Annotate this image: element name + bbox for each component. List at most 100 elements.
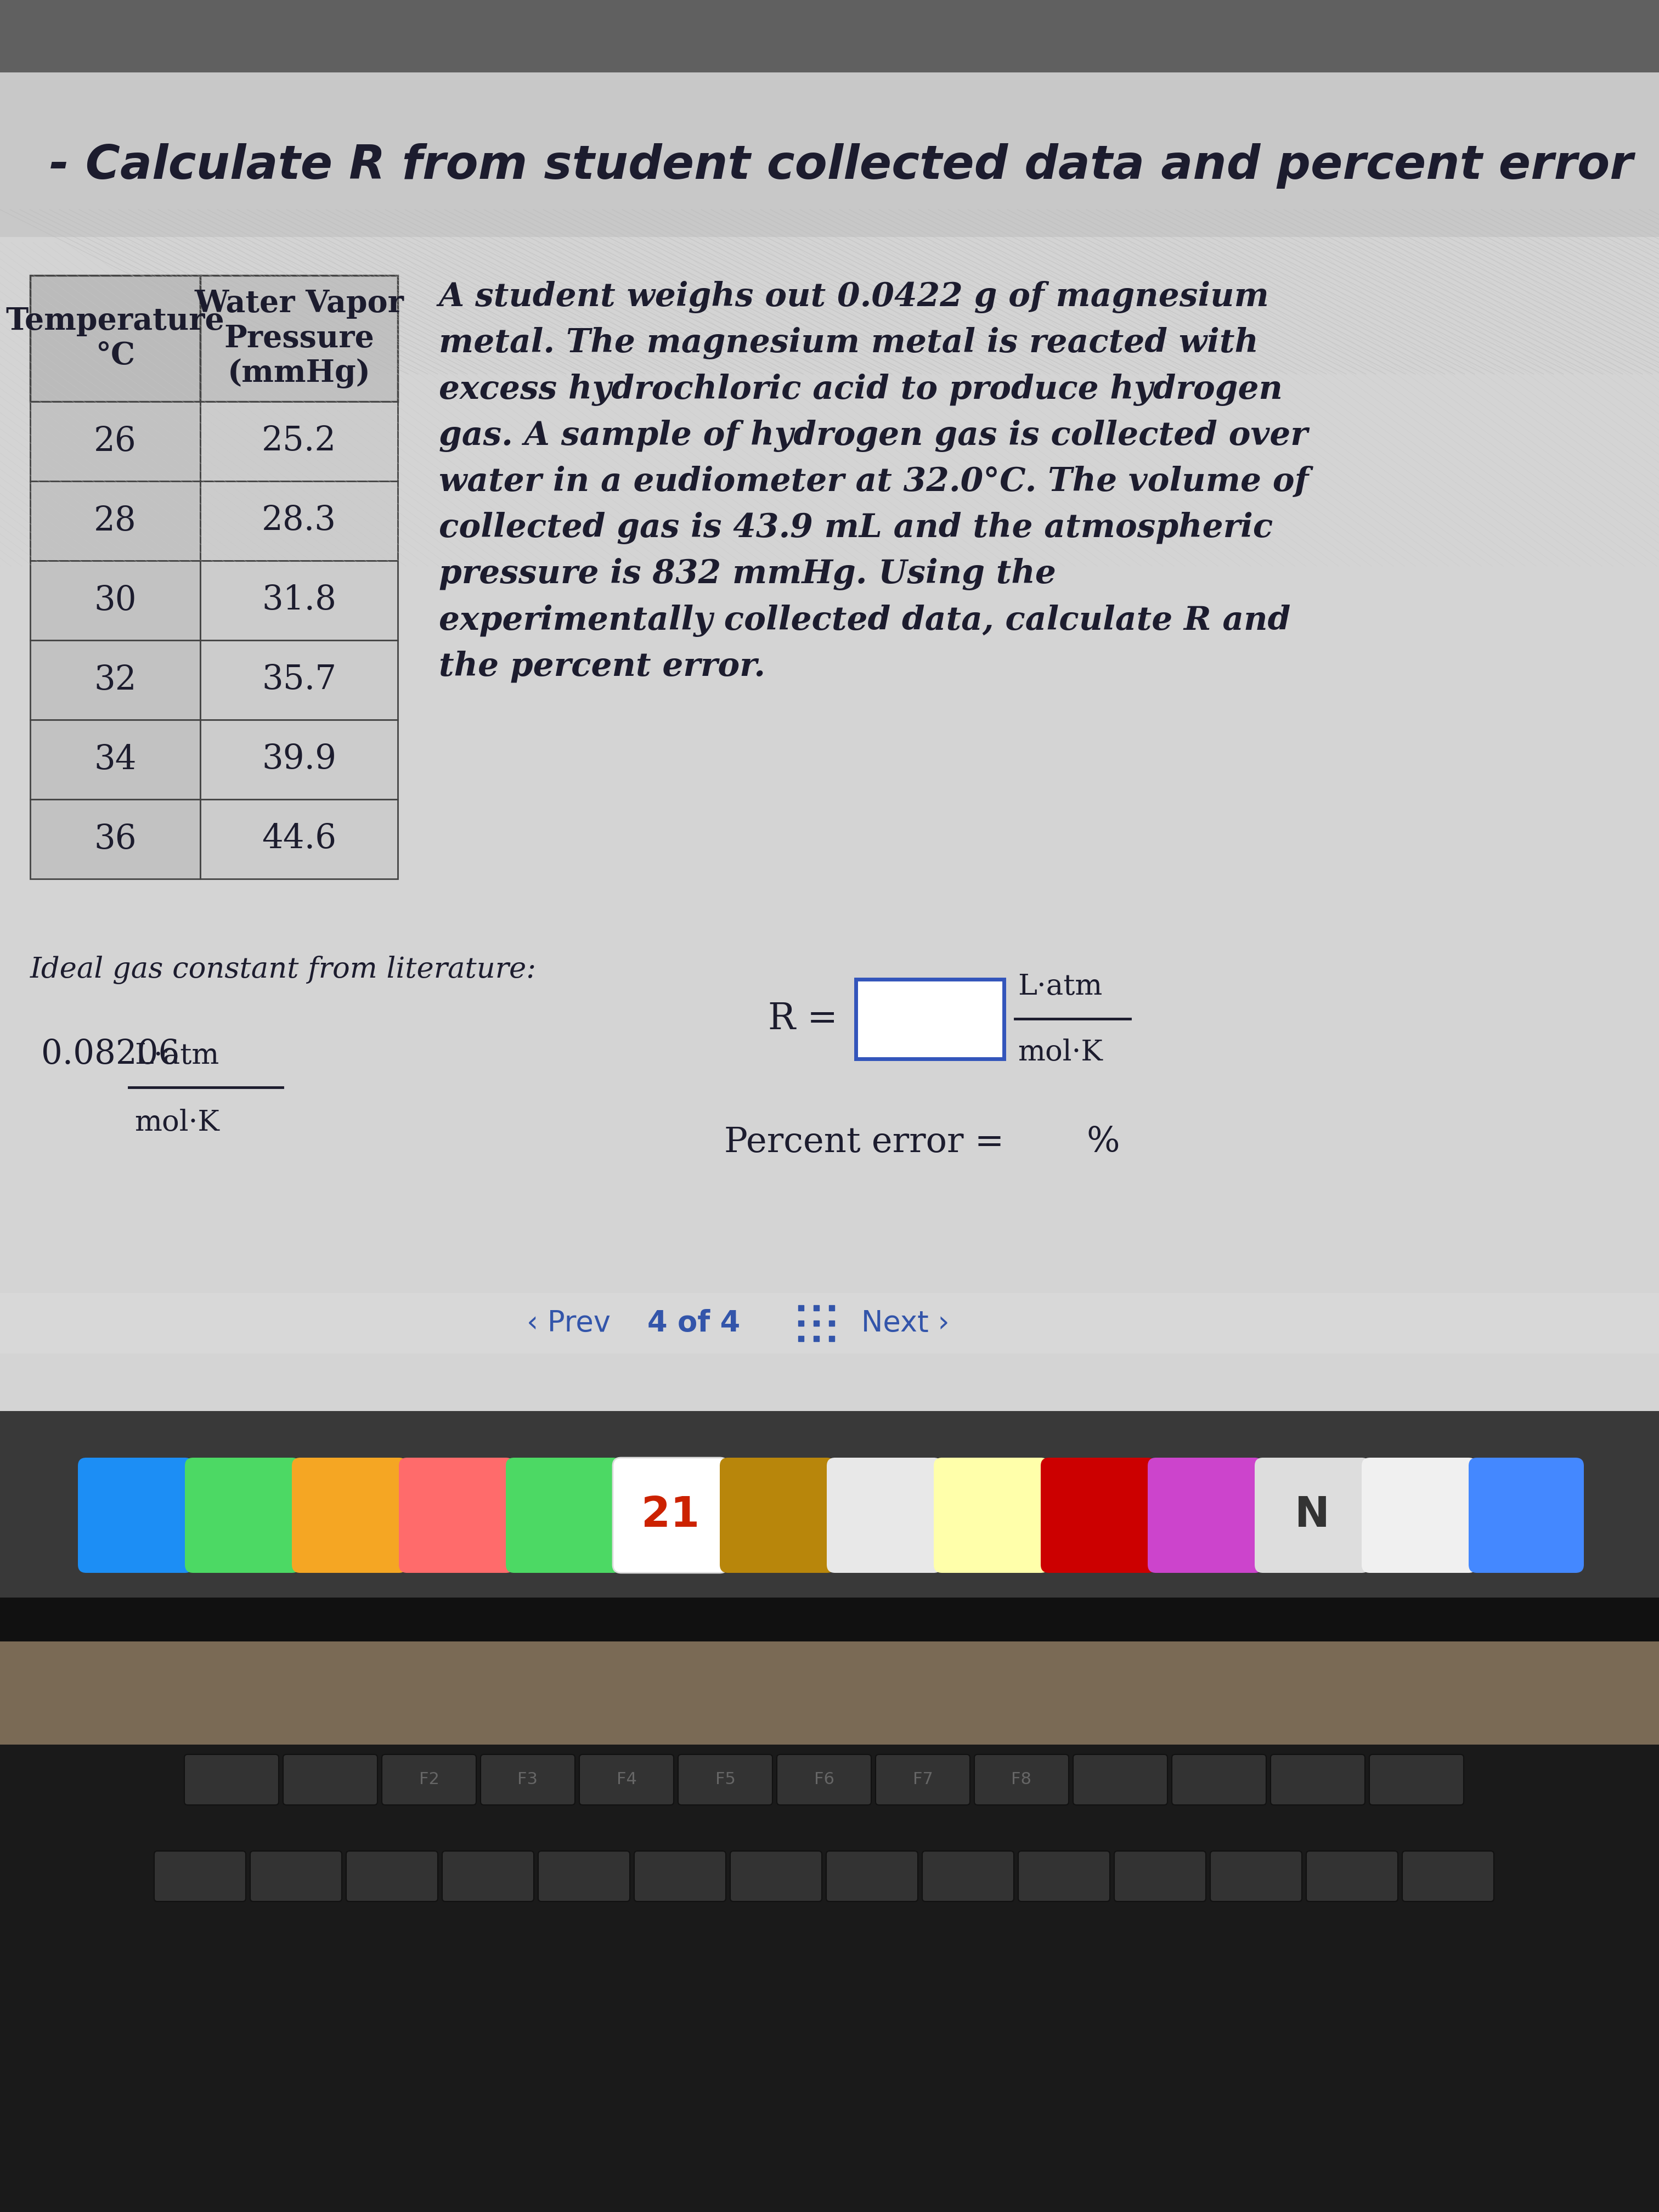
FancyBboxPatch shape <box>1171 1754 1266 1805</box>
Bar <box>30 276 201 403</box>
FancyBboxPatch shape <box>826 1458 942 1573</box>
Text: mol·K: mol·K <box>134 1108 219 1137</box>
Bar <box>201 719 398 799</box>
Text: L·atm: L·atm <box>134 1042 219 1071</box>
FancyBboxPatch shape <box>776 1754 871 1805</box>
Bar <box>201 482 398 560</box>
Text: 31.8: 31.8 <box>262 584 337 617</box>
Bar <box>201 639 398 719</box>
FancyBboxPatch shape <box>679 1754 773 1805</box>
FancyBboxPatch shape <box>184 1754 279 1805</box>
Bar <box>0 73 1659 1827</box>
Text: F2: F2 <box>420 1772 440 1787</box>
Text: 28.3: 28.3 <box>262 504 337 538</box>
Text: 39.9: 39.9 <box>262 743 337 776</box>
FancyBboxPatch shape <box>292 1458 406 1573</box>
Text: F5: F5 <box>715 1772 735 1787</box>
Bar <box>201 560 398 639</box>
Text: 35.7: 35.7 <box>262 664 337 697</box>
FancyBboxPatch shape <box>1115 1851 1206 1902</box>
Text: Temperature
°C: Temperature °C <box>7 305 224 372</box>
Bar <box>30 482 201 560</box>
Text: ‹ Prev: ‹ Prev <box>526 1310 611 1338</box>
FancyBboxPatch shape <box>1073 1754 1168 1805</box>
FancyBboxPatch shape <box>730 1851 821 1902</box>
Bar <box>201 799 398 878</box>
Text: - Calculate R from student collected data and percent error: - Calculate R from student collected dat… <box>50 144 1632 188</box>
FancyBboxPatch shape <box>826 1851 917 1902</box>
FancyBboxPatch shape <box>1148 1458 1262 1573</box>
Text: 32: 32 <box>95 664 136 697</box>
Text: 28: 28 <box>95 504 136 538</box>
Text: F4: F4 <box>617 1772 637 1787</box>
Text: 4 of 4: 4 of 4 <box>647 1310 740 1338</box>
Text: R =: R = <box>768 1000 838 1037</box>
FancyBboxPatch shape <box>612 1458 728 1573</box>
FancyBboxPatch shape <box>398 1458 514 1573</box>
FancyBboxPatch shape <box>506 1458 620 1573</box>
Bar <box>30 639 201 719</box>
Text: Water Vapor
Pressure
(mmHg): Water Vapor Pressure (mmHg) <box>194 288 403 389</box>
FancyBboxPatch shape <box>251 1851 342 1902</box>
Bar <box>201 276 398 403</box>
Text: F8: F8 <box>1012 1772 1032 1787</box>
Bar <box>0 1294 1659 1354</box>
Bar <box>0 237 1659 1827</box>
Text: 44.6: 44.6 <box>262 823 337 856</box>
FancyBboxPatch shape <box>538 1851 630 1902</box>
Bar <box>30 403 201 482</box>
Text: N: N <box>1294 1495 1331 1535</box>
FancyBboxPatch shape <box>922 1851 1014 1902</box>
Text: Ideal gas constant from literature:: Ideal gas constant from literature: <box>30 956 536 984</box>
FancyBboxPatch shape <box>720 1458 834 1573</box>
FancyBboxPatch shape <box>284 1754 378 1805</box>
FancyBboxPatch shape <box>579 1754 674 1805</box>
Bar <box>0 0 1659 73</box>
Bar <box>0 1641 1659 2212</box>
Text: 36: 36 <box>95 823 136 856</box>
Text: 26: 26 <box>95 425 136 458</box>
Text: Percent error =: Percent error = <box>725 1126 1004 1159</box>
FancyBboxPatch shape <box>382 1754 476 1805</box>
FancyBboxPatch shape <box>1209 1851 1302 1902</box>
Text: F6: F6 <box>815 1772 834 1787</box>
Bar <box>30 719 201 799</box>
FancyBboxPatch shape <box>1254 1458 1370 1573</box>
FancyBboxPatch shape <box>154 1851 246 1902</box>
Text: %: % <box>1087 1126 1120 1159</box>
Text: mol·K: mol·K <box>1017 1040 1103 1066</box>
FancyBboxPatch shape <box>1362 1458 1477 1573</box>
FancyBboxPatch shape <box>1369 1754 1463 1805</box>
Text: 30: 30 <box>95 584 136 617</box>
FancyBboxPatch shape <box>1019 1851 1110 1902</box>
FancyBboxPatch shape <box>481 1754 576 1805</box>
Text: 0.08206: 0.08206 <box>41 1037 179 1071</box>
Bar <box>201 403 398 482</box>
FancyBboxPatch shape <box>347 1851 438 1902</box>
Bar <box>30 560 201 639</box>
FancyBboxPatch shape <box>1306 1851 1399 1902</box>
FancyBboxPatch shape <box>634 1851 727 1902</box>
FancyBboxPatch shape <box>974 1754 1068 1805</box>
Text: L·atm: L·atm <box>1017 973 1102 1002</box>
Bar <box>856 980 1004 1060</box>
FancyBboxPatch shape <box>876 1754 971 1805</box>
Text: F3: F3 <box>518 1772 538 1787</box>
Text: 34: 34 <box>95 743 136 776</box>
Bar <box>0 1597 1659 1641</box>
Text: 21: 21 <box>642 1495 700 1535</box>
FancyBboxPatch shape <box>1468 1458 1584 1573</box>
FancyBboxPatch shape <box>78 1458 192 1573</box>
Bar <box>0 1411 1659 1597</box>
FancyBboxPatch shape <box>934 1458 1048 1573</box>
Text: F7: F7 <box>912 1772 932 1787</box>
Bar <box>0 1745 1659 2212</box>
Text: 25.2: 25.2 <box>262 425 337 458</box>
Text: Next ›: Next › <box>861 1310 949 1338</box>
FancyBboxPatch shape <box>1402 1851 1493 1902</box>
Bar <box>30 799 201 878</box>
FancyBboxPatch shape <box>1040 1458 1156 1573</box>
Text: A student weighs out 0.0422 g of magnesium
metal. The magnesium metal is reacted: A student weighs out 0.0422 g of magnesi… <box>440 281 1309 684</box>
FancyBboxPatch shape <box>184 1458 300 1573</box>
FancyBboxPatch shape <box>443 1851 534 1902</box>
